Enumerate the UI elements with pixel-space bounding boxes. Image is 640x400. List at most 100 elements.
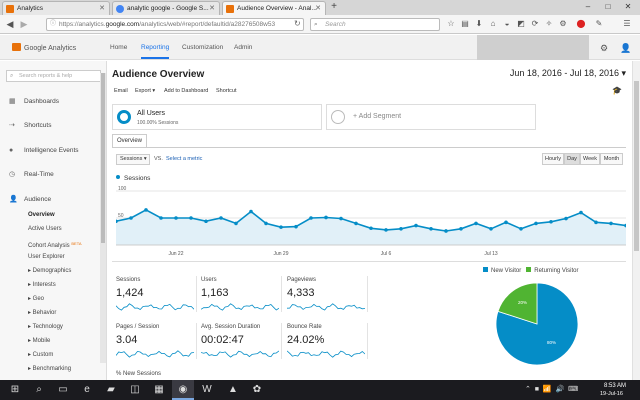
- date-range-picker[interactable]: Jun 18, 2016 - Jul 18, 2016 ▾: [510, 68, 626, 79]
- sessions-point[interactable]: [264, 222, 268, 226]
- sessions-point[interactable]: [504, 221, 508, 225]
- granularity-hourly-button[interactable]: Hourly: [542, 153, 564, 165]
- metric-pages-per-session[interactable]: Pages / Session 3.04: [116, 324, 198, 370]
- granularity-week-button[interactable]: Week: [580, 153, 600, 165]
- metric-selector[interactable]: Sessions ▾: [116, 154, 150, 165]
- antivirus-icon[interactable]: ▲: [222, 380, 244, 400]
- sidebar-item-dashboards[interactable]: ▦ Dashboards: [0, 96, 100, 108]
- addon-icon[interactable]: ✎: [594, 19, 604, 29]
- sidebar-sub-demographics[interactable]: ▸ Demographics: [0, 266, 100, 277]
- new-tab-button[interactable]: +: [328, 1, 340, 13]
- sessions-point[interactable]: [474, 222, 478, 226]
- nav-admin[interactable]: Admin: [234, 44, 252, 51]
- sessions-point[interactable]: [159, 216, 163, 220]
- sidebar-sub-user-explorer[interactable]: User Explorer: [0, 252, 100, 263]
- task-view-icon[interactable]: ▭: [52, 380, 74, 400]
- sessions-point[interactable]: [459, 227, 463, 231]
- browser-tab-analytics[interactable]: Analytics ✕: [2, 1, 110, 15]
- sessions-point[interactable]: [429, 227, 433, 231]
- clock-time[interactable]: 8:53 AM: [604, 383, 626, 389]
- add-to-dashboard-button[interactable]: Add to Dashboard: [164, 88, 208, 94]
- ga-logo[interactable]: Google Analytics: [12, 43, 76, 52]
- sidebar-sub-interests[interactable]: ▸ Interests: [0, 280, 100, 291]
- sidebar-sub-cohort-analysis[interactable]: Cohort Analysis BETA: [0, 238, 100, 249]
- sidebar-item-real-time[interactable]: ◷ Real-Time: [0, 169, 100, 181]
- bookmark-star-icon[interactable]: ☆: [446, 19, 456, 29]
- scrollbar-thumb[interactable]: [101, 73, 105, 243]
- metric-new-sessions[interactable]: % New Sessions: [116, 371, 198, 380]
- sidebar-sub-technology[interactable]: ▸ Technology: [0, 322, 100, 333]
- pocket-icon[interactable]: ◒: [502, 19, 512, 29]
- granularity-month-button[interactable]: Month: [600, 153, 623, 165]
- sidebar-sub-geo[interactable]: ▸ Geo: [0, 294, 100, 305]
- sessions-point[interactable]: [384, 228, 388, 232]
- sessions-point[interactable]: [564, 217, 568, 221]
- close-tab-icon[interactable]: ✕: [99, 2, 105, 15]
- sidebar-item-audience[interactable]: 👤 Audience: [0, 194, 100, 206]
- search-icon[interactable]: ⌕: [28, 380, 50, 400]
- sessions-point[interactable]: [339, 217, 343, 221]
- account-selector[interactable]: [477, 35, 589, 60]
- sidebar-sub-behavior[interactable]: ▸ Behavior: [0, 308, 100, 319]
- sessions-point[interactable]: [234, 222, 238, 226]
- sidebar-item-intelligence-events[interactable]: ● Intelligence Events: [0, 145, 100, 157]
- nav-customization[interactable]: Customization: [182, 44, 223, 51]
- sessions-point[interactable]: [174, 216, 178, 220]
- sidebar-sub-overview[interactable]: Overview: [0, 210, 100, 221]
- settings-gear-icon[interactable]: ⚙: [599, 43, 609, 53]
- sessions-point[interactable]: [609, 222, 613, 226]
- sessions-point[interactable]: [369, 226, 373, 230]
- sessions-point[interactable]: [219, 216, 223, 220]
- add-segment-button[interactable]: + Add Segment: [326, 104, 536, 130]
- tab-overview[interactable]: Overview: [112, 134, 147, 148]
- sessions-point[interactable]: [294, 225, 298, 229]
- export-button[interactable]: Export ▾: [135, 88, 155, 94]
- sessions-point[interactable]: [189, 216, 193, 220]
- download-icon[interactable]: ⬇: [474, 19, 484, 29]
- sessions-point[interactable]: [534, 222, 538, 226]
- sessions-point[interactable]: [324, 216, 328, 220]
- close-window-icon[interactable]: ✕: [618, 0, 638, 14]
- scrollbar-thumb[interactable]: [634, 81, 639, 251]
- sidebar-sub-custom[interactable]: ▸ Custom: [0, 350, 100, 361]
- sessions-point[interactable]: [549, 220, 553, 224]
- sessions-point[interactable]: [144, 208, 148, 212]
- sessions-point[interactable]: [444, 229, 448, 233]
- calculator-icon[interactable]: ▦: [148, 380, 170, 400]
- metric-sessions[interactable]: Sessions 1,424: [116, 277, 198, 323]
- minimize-icon[interactable]: –: [578, 0, 598, 14]
- windows-start-icon[interactable]: ⊞: [4, 380, 26, 400]
- file-explorer-icon[interactable]: ▰: [100, 380, 122, 400]
- nav-reporting[interactable]: Reporting: [141, 44, 169, 59]
- back-icon[interactable]: ◀: [4, 18, 16, 30]
- reload-icon[interactable]: ↻: [294, 19, 301, 28]
- browser-tab-audience-overview[interactable]: Audience Overview - Anal... ✕: [222, 1, 326, 15]
- reading-list-icon[interactable]: ▤: [460, 19, 470, 29]
- address-bar[interactable]: ⓘ https://analytics.google.com/analytics/…: [46, 18, 304, 31]
- sessions-point[interactable]: [354, 222, 358, 226]
- sessions-point[interactable]: [489, 227, 493, 231]
- sidebar-scrollbar[interactable]: [100, 73, 106, 363]
- close-tab-icon[interactable]: ✕: [209, 2, 215, 15]
- metric-bounce-rate[interactable]: Bounce Rate 24.02%: [287, 324, 369, 370]
- sessions-point[interactable]: [279, 225, 283, 229]
- firefox-icon[interactable]: ◉: [172, 380, 194, 400]
- sidebar-sub-mobile[interactable]: ▸ Mobile: [0, 336, 100, 347]
- main-scrollbar[interactable]: [632, 61, 640, 380]
- forward-icon[interactable]: ▶: [18, 18, 30, 30]
- sessions-point[interactable]: [594, 221, 598, 225]
- edge-icon[interactable]: e: [76, 380, 98, 400]
- chevron-up-icon[interactable]: ⌃: [525, 386, 531, 393]
- sync-icon[interactable]: ⟳: [530, 19, 540, 29]
- close-tab-icon[interactable]: ✕: [315, 2, 321, 15]
- adblock-icon[interactable]: ⬤: [576, 19, 586, 29]
- sidebar-item-shortcuts[interactable]: ⇢ Shortcuts: [0, 120, 100, 132]
- metric-users[interactable]: Users 1,163: [201, 277, 283, 323]
- maximize-icon[interactable]: □: [598, 0, 618, 14]
- insights-icon[interactable]: 🎓: [612, 86, 622, 95]
- metric-avg-session-duration[interactable]: Avg. Session Duration 00:02:47: [201, 324, 283, 370]
- word-icon[interactable]: W: [196, 380, 218, 400]
- menu-icon[interactable]: ☰: [622, 19, 632, 29]
- extension-icon[interactable]: ✧: [544, 19, 554, 29]
- home-icon[interactable]: ⌂: [488, 19, 498, 29]
